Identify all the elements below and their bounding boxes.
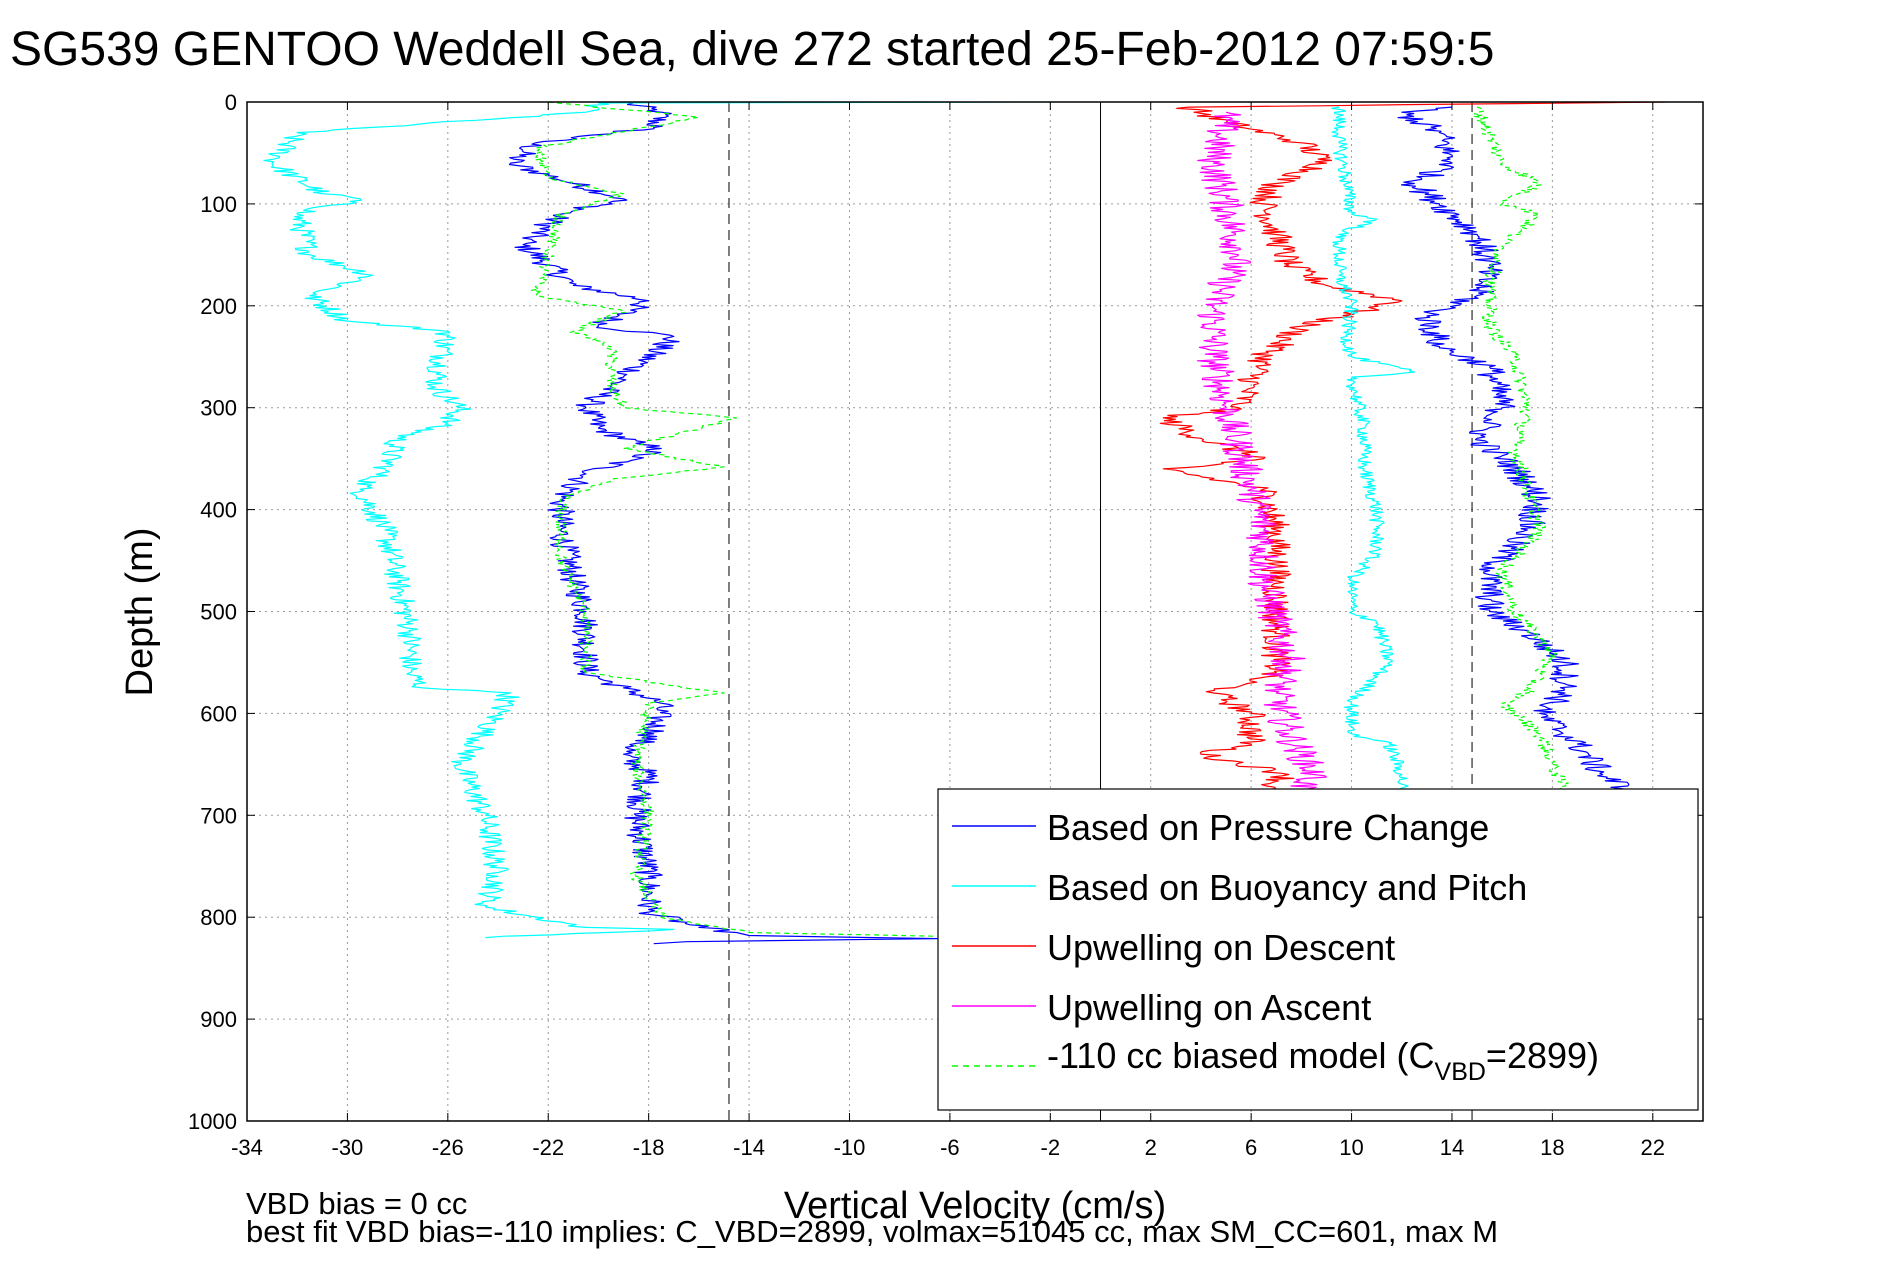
y-tick-label: 0	[225, 90, 237, 115]
y-tick-label: 900	[200, 1007, 237, 1032]
series-line-7	[1473, 106, 1569, 791]
y-tick-label: 200	[200, 294, 237, 319]
series-line-0	[508, 102, 938, 945]
x-tick-label: -22	[532, 1135, 564, 1160]
legend-label-upwelling-ascent: Upwelling on Ascent	[1047, 987, 1371, 1028]
y-tick-label: 700	[200, 803, 237, 828]
legend-box	[937, 788, 1699, 1111]
legend-label-pressure-change: Based on Pressure Change	[1047, 807, 1489, 848]
x-tick-label: -30	[332, 1135, 364, 1160]
legend-entry-upwelling-descent: Upwelling on Descent	[952, 927, 1395, 968]
legend-label-biased-tail: =2899)	[1486, 1035, 1599, 1076]
legend-label-upwelling-descent: Upwelling on Descent	[1047, 927, 1395, 968]
legend-entry-pressure-change: Based on Pressure Change	[952, 807, 1489, 848]
legend-entry-upwelling-ascent: Upwelling on Ascent	[952, 987, 1371, 1028]
series-line-1	[263, 102, 1051, 939]
legend-entry-biased-model: -110 cc biased model (CVBD=2899)	[952, 1035, 1599, 1086]
y-tick-label: 300	[200, 396, 237, 421]
x-tick-label: -26	[432, 1135, 464, 1160]
x-tick-label: -6	[940, 1135, 960, 1160]
y-tick-label: 100	[200, 192, 237, 217]
series-line-2	[1159, 102, 1666, 791]
x-tick-label: -10	[834, 1135, 866, 1160]
series-line-6	[1331, 106, 1415, 791]
y-tick-label: 800	[200, 905, 237, 930]
legend: Based on Pressure Change Based on Buoyan…	[937, 788, 1699, 1111]
series-line-4	[531, 102, 1051, 940]
best-fit-note: best fit VBD bias=-110 implies: C_VBD=28…	[246, 1214, 1498, 1249]
y-axis-label: Depth (m)	[119, 528, 161, 697]
x-tick-label: -34	[231, 1135, 263, 1160]
x-tick-label: -18	[633, 1135, 665, 1160]
series-line-5	[1397, 106, 1630, 791]
x-tick-label: 22	[1641, 1135, 1665, 1160]
x-tick-label: 6	[1245, 1135, 1257, 1160]
legend-label-biased-sub: VBD	[1435, 1058, 1486, 1086]
series-line-3	[1196, 111, 1327, 791]
x-tick-label: -2	[1041, 1135, 1061, 1160]
x-tick-label: -14	[733, 1135, 765, 1160]
x-tick-label: 10	[1339, 1135, 1363, 1160]
legend-label-biased-main: -110 cc biased model (C	[1047, 1035, 1435, 1076]
legend-entry-buoyancy-pitch: Based on Buoyancy and Pitch	[952, 867, 1527, 908]
legend-label-biased-model: -110 cc biased model (CVBD=2899)	[1047, 1035, 1599, 1086]
data-series	[263, 102, 1666, 945]
x-tick-label: 14	[1440, 1135, 1464, 1160]
y-tick-label: 400	[200, 498, 237, 523]
axis-ticks: -34 -30 -26 -22 -18 -14 -10 -6 -2 2 6 10 14 18 2201002…	[188, 90, 1703, 1160]
chart-title: SG539 GENTOO Weddell Sea, dive 272 start…	[10, 23, 1494, 76]
y-tick-label: 600	[200, 701, 237, 726]
x-tick-label: 2	[1145, 1135, 1157, 1160]
y-tick-label: 500	[200, 600, 237, 625]
x-axis-label: Vertical Velocity (cm/s)	[784, 1185, 1166, 1227]
vbd-bias-note: VBD bias = 0 cc	[246, 1186, 467, 1221]
legend-label-buoyancy-pitch: Based on Buoyancy and Pitch	[1047, 867, 1527, 908]
x-tick-label: 18	[1540, 1135, 1564, 1160]
y-tick-label: 1000	[188, 1109, 237, 1134]
